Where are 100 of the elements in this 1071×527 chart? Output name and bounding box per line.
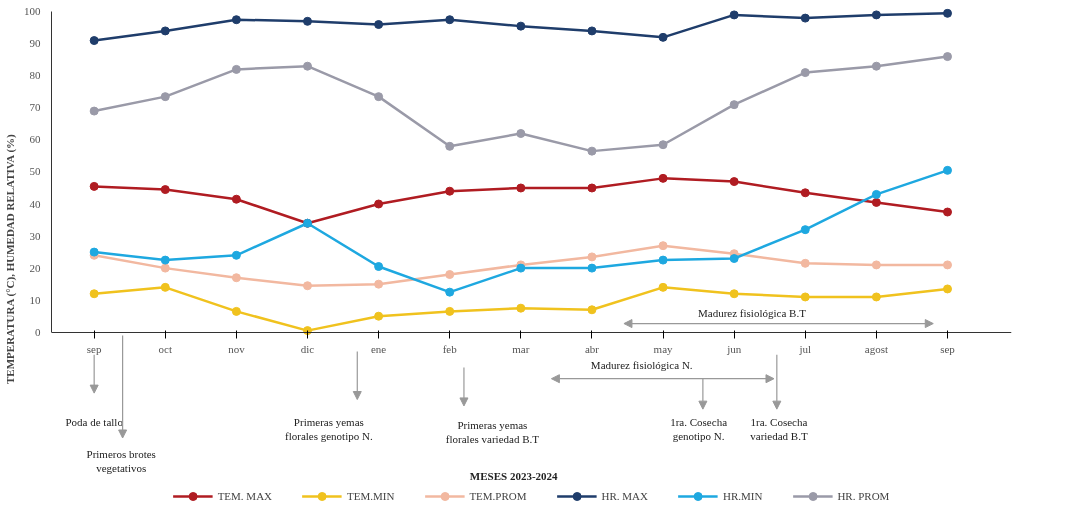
legend-label: TEM.MIN [347, 490, 395, 502]
point [729, 177, 739, 187]
x-tick-label: mar [512, 343, 530, 356]
point [943, 207, 952, 217]
point [658, 173, 668, 183]
point [160, 185, 170, 195]
point [943, 8, 952, 18]
point [374, 92, 384, 102]
point [160, 255, 170, 265]
point [943, 260, 952, 270]
x-tick-label: sep [940, 343, 956, 356]
y-tick-label: 30 [29, 229, 41, 242]
x-tick-label: feb [442, 343, 458, 356]
point [231, 64, 241, 74]
point [871, 10, 881, 20]
y-axis-title: TEMPERATURA (°C), HUMEDAD RELATIVA (%) [4, 133, 17, 384]
point [445, 306, 455, 316]
point [729, 10, 739, 20]
point [374, 311, 384, 321]
point [658, 255, 668, 265]
annotation: Madurez fisiológica B.T [698, 306, 807, 319]
y-tick-label: 80 [29, 69, 41, 82]
point [587, 263, 597, 273]
point [303, 16, 312, 26]
point [303, 326, 312, 336]
y-tick-label: 0 [35, 325, 41, 338]
point [658, 32, 668, 42]
point [445, 270, 455, 280]
point [871, 260, 881, 270]
point [231, 15, 241, 25]
y-tick-label: 90 [29, 37, 41, 50]
legend-label: TEM.PROM [469, 490, 527, 502]
text: Poda de tallo [65, 415, 124, 428]
x-tick-label: agost [864, 343, 889, 356]
point [89, 106, 99, 116]
point [943, 284, 952, 294]
point [445, 141, 455, 151]
point [160, 263, 170, 273]
point [374, 279, 384, 289]
point [445, 287, 455, 297]
point [231, 306, 241, 316]
point [943, 52, 952, 62]
point [871, 197, 881, 207]
point [800, 68, 810, 78]
x-tick-label: ene [370, 343, 387, 356]
point [374, 262, 384, 271]
x-tick-label: dic [300, 343, 315, 356]
point [89, 181, 99, 191]
y-tick-label: 50 [29, 165, 41, 178]
x-tick-label: jul [798, 343, 812, 356]
text: Primeras yemas florales variedad B.T [445, 418, 540, 446]
y-tick-label: 20 [29, 261, 41, 274]
point [89, 36, 99, 46]
point [800, 258, 810, 268]
text: 1ra. Cosecha variedad B.T [750, 415, 808, 442]
legend-label: HR. PROM [837, 490, 890, 502]
point [658, 241, 668, 251]
x-tick-label: oct [158, 343, 173, 356]
point [729, 254, 739, 263]
text: Primeros brotes vegetativos [86, 447, 156, 474]
point [516, 303, 526, 313]
text: Primeras yemas florales genotipo N. [285, 415, 373, 442]
point [516, 21, 526, 31]
point [658, 282, 668, 292]
point [374, 20, 384, 30]
point [729, 100, 739, 110]
point [587, 26, 597, 36]
point [303, 61, 312, 71]
point [374, 199, 384, 209]
text: MESES 2023-2024 [469, 470, 559, 483]
point [943, 165, 952, 175]
point [871, 189, 881, 199]
y-tick-label: 10 [29, 293, 41, 306]
point [445, 186, 455, 196]
point [587, 183, 597, 193]
y-tick-label: 70 [29, 101, 41, 114]
point [871, 292, 881, 302]
legend-label: HR.MIN [722, 490, 763, 502]
x-tick-label: sep [86, 343, 102, 356]
point [231, 194, 241, 204]
point [729, 289, 739, 299]
text: Madurez fisiológica N. [590, 359, 693, 372]
point [231, 273, 241, 283]
point [89, 289, 99, 299]
x-tick-label: may [653, 343, 674, 356]
point [800, 225, 810, 235]
point [587, 252, 597, 262]
x-tick-label: nov [228, 343, 246, 356]
x-tick-label: jun [726, 343, 742, 356]
text: 1ra. Cosecha genotipo N. [670, 415, 728, 442]
point [800, 13, 810, 23]
point [160, 282, 170, 292]
point [587, 305, 597, 315]
legend-label: TEM. MAX [217, 490, 273, 502]
point [160, 26, 170, 36]
point [516, 129, 526, 138]
point [516, 183, 526, 193]
point [800, 292, 810, 302]
point [658, 140, 668, 150]
y-tick-label: 40 [29, 197, 41, 210]
